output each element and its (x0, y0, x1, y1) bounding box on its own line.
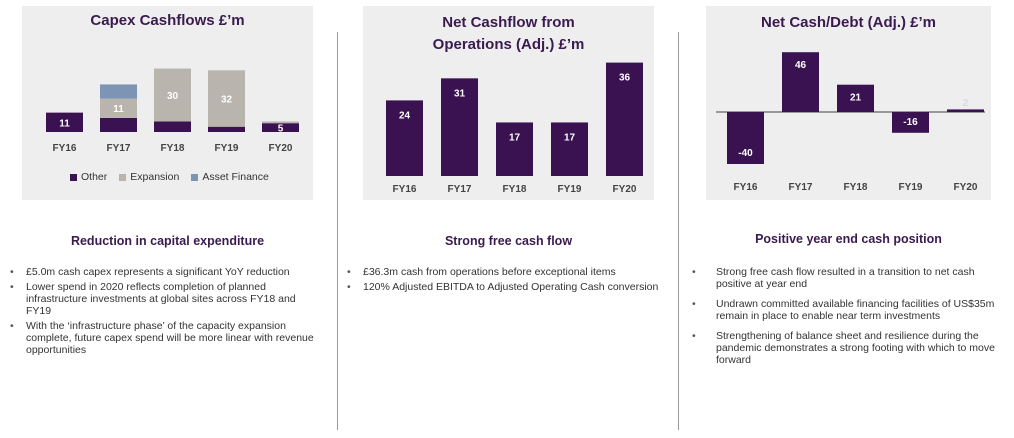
section-heading-cash-position: Positive year end cash position (755, 232, 942, 246)
capex-chart-title: Capex Cashflows £’m (90, 12, 245, 29)
bullet-item: Strengthening of balance sheet and resil… (692, 330, 1004, 366)
bar-value (892, 112, 929, 133)
netcash-chart: -40 FY16 46 FY17 21 FY18 -16 FY19 2 FY20 (716, 52, 985, 193)
operations-chart-panel: Net Cashflow from Operations (Adj.) £’m … (363, 6, 654, 200)
data-label: 21 (850, 93, 862, 104)
capex-chart: 11 FY16 11 FY17 30 FY18 32 FY19 5 FY20 (46, 68, 299, 154)
section-heading-capex: Reduction in capital expenditure (70, 234, 265, 248)
bar-value (496, 122, 533, 176)
bar-expansion (154, 68, 191, 122)
capex-chart-panel: Capex Cashflows £’m 11 FY16 11 FY17 30 FY18 32… (22, 6, 313, 200)
x-tick-label: FY18 (844, 182, 868, 193)
bullet-item: £36.3m cash from operations before excep… (347, 266, 665, 278)
data-label: 32 (221, 95, 233, 106)
bullet-item: With the ‘infrastructure phase’ of the c… (10, 320, 320, 356)
x-tick-label: FY16 (734, 182, 758, 193)
data-label: 30 (167, 91, 179, 102)
bar-value (551, 122, 588, 176)
x-tick-label: FY16 (53, 143, 77, 154)
section-heading-cashflow: Strong free cash flow (444, 234, 573, 248)
legend-swatch-asset-finance (191, 173, 199, 181)
bullets-cashflow: £36.3m cash from operations before excep… (347, 266, 665, 296)
data-label: 31 (454, 88, 466, 99)
bar-value (606, 62, 643, 176)
bar-other (100, 117, 137, 132)
bullets-cash-position: Strong free cash flow resulted in a tran… (692, 266, 1004, 374)
legend-label-asset-finance: Asset Finance (202, 171, 269, 183)
x-tick-label: FY17 (107, 143, 131, 154)
bar-value (782, 52, 819, 112)
x-tick-label: FY20 (613, 184, 637, 195)
bullet-item: Lower spend in 2020 reflects completion … (10, 281, 320, 317)
capex-legend: Other Expansion Asset Finance (70, 171, 269, 183)
netcash-chart-panel: Net Cash/Debt (Adj.) £’m -40 FY16 46 FY17 21… (706, 6, 991, 200)
bullet-item: Undrawn committed available financing fa… (692, 298, 1004, 322)
x-tick-label: FY19 (899, 182, 923, 193)
bullets-capex: £5.0m cash capex represents a significan… (10, 266, 320, 359)
data-label: 5 (278, 124, 284, 135)
data-label: 24 (399, 110, 411, 121)
data-label: 17 (509, 132, 521, 143)
data-label: 2 (963, 98, 969, 109)
data-label: -16 (903, 117, 918, 128)
bar-value (386, 100, 423, 176)
legend-label-expansion: Expansion (130, 171, 180, 183)
x-tick-label: FY16 (393, 184, 417, 195)
x-tick-label: FY18 (161, 143, 185, 154)
legend-swatch-expansion (119, 173, 127, 181)
bar-value (947, 109, 984, 112)
bar-value (837, 84, 874, 112)
x-tick-label: FY19 (215, 143, 239, 154)
bullet-item: 120% Adjusted EBITDA to Adjusted Operati… (347, 281, 665, 293)
divider-left (337, 32, 338, 430)
data-label: 17 (564, 132, 576, 143)
bar-expansion (262, 121, 299, 124)
operations-chart: 24 FY16 31 FY17 17 FY18 17 FY19 36 FY20 (386, 62, 643, 195)
bar-other (154, 121, 191, 132)
x-tick-label: FY19 (558, 184, 582, 195)
bullet-item: £5.0m cash capex represents a significan… (10, 266, 320, 278)
legend-item-asset-finance: Asset Finance (191, 171, 269, 183)
bar-other (262, 123, 299, 132)
legend-label-other: Other (81, 171, 108, 183)
operations-chart-title: Net Cashflow from Operations (Adj.) £’m (432, 14, 585, 53)
x-tick-label: FY20 (269, 143, 293, 154)
data-label: 11 (59, 118, 70, 129)
bar-value (441, 78, 478, 176)
bar-expansion (208, 70, 245, 127)
bar-asset-finance (100, 84, 137, 99)
data-label: 46 (795, 60, 807, 71)
data-label: 11 (113, 104, 124, 115)
data-label: -40 (738, 148, 753, 159)
bar-other (46, 112, 83, 132)
bar-value (727, 112, 764, 164)
netcash-chart-title: Net Cash/Debt (Adj.) £’m (760, 14, 937, 31)
x-tick-label: FY17 (789, 182, 813, 193)
legend-item-expansion: Expansion (119, 171, 179, 183)
x-tick-label: FY20 (954, 182, 978, 193)
divider-right (678, 32, 679, 430)
legend-swatch-other (70, 173, 77, 181)
bullet-item: Strong free cash flow resulted in a tran… (692, 266, 1004, 290)
data-label: 36 (619, 73, 631, 84)
legend-item-other: Other (70, 171, 107, 183)
bar-expansion (100, 98, 137, 118)
x-tick-label: FY18 (503, 184, 527, 195)
x-tick-label: FY17 (448, 184, 472, 195)
bar-other (208, 126, 245, 132)
